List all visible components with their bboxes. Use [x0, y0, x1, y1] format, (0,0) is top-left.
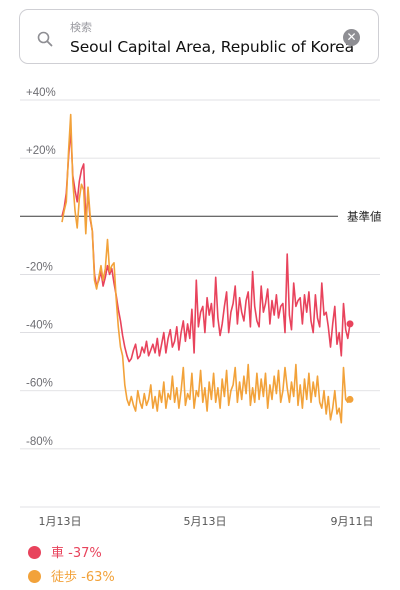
- search-input[interactable]: Seoul Capital Area, Republic of Korea: [70, 38, 354, 56]
- y-tick-label: -80%: [26, 436, 53, 448]
- y-tick-label: -20%: [26, 261, 53, 273]
- x-tick-label: 1月13日: [39, 515, 82, 528]
- legend-item-walking: 徒歩 -63%: [28, 566, 115, 585]
- baseline: 基準値: [20, 209, 382, 223]
- legend-label-walking: 徒歩 -63%: [51, 570, 115, 585]
- x-tick-label: 9月11日: [331, 515, 374, 528]
- series-line-walking: [61, 113, 351, 424]
- legend-dot-driving: [28, 546, 41, 559]
- legend-label-driving: 車 -37%: [51, 546, 102, 561]
- y-tick-label: -60%: [26, 378, 53, 390]
- y-tick-label: +20%: [26, 145, 56, 157]
- legend-dot-walking: [28, 570, 41, 583]
- x-tick-label: 5月13日: [184, 515, 227, 528]
- y-tick-label: +40%: [26, 87, 56, 99]
- legend-item-driving: 車 -37%: [28, 542, 102, 561]
- baseline-label: 基準値: [347, 209, 382, 223]
- mobility-trend-chart: +40% +20% -20% -40% -60% -80% 基準値 1月13日 5月13日 9…: [20, 87, 382, 528]
- series-line-driving: [61, 128, 351, 363]
- search-icon: [37, 31, 53, 47]
- series-end-marker-walking: [346, 395, 354, 403]
- search-placeholder: 検索: [70, 21, 92, 34]
- y-tick-label: -40%: [26, 320, 53, 332]
- clear-search-button[interactable]: ✕: [343, 29, 360, 46]
- x-axis-tick-labels: 1月13日 5月13日 9月11日: [39, 515, 374, 528]
- search-field[interactable]: 検索 Seoul Capital Area, Republic of Korea…: [19, 9, 379, 64]
- series-end-marker-driving: [346, 320, 354, 328]
- series-lines: [61, 113, 354, 424]
- grid-lines: [20, 99, 380, 508]
- y-axis-tick-labels: +40% +20% -20% -40% -60% -80%: [26, 87, 56, 448]
